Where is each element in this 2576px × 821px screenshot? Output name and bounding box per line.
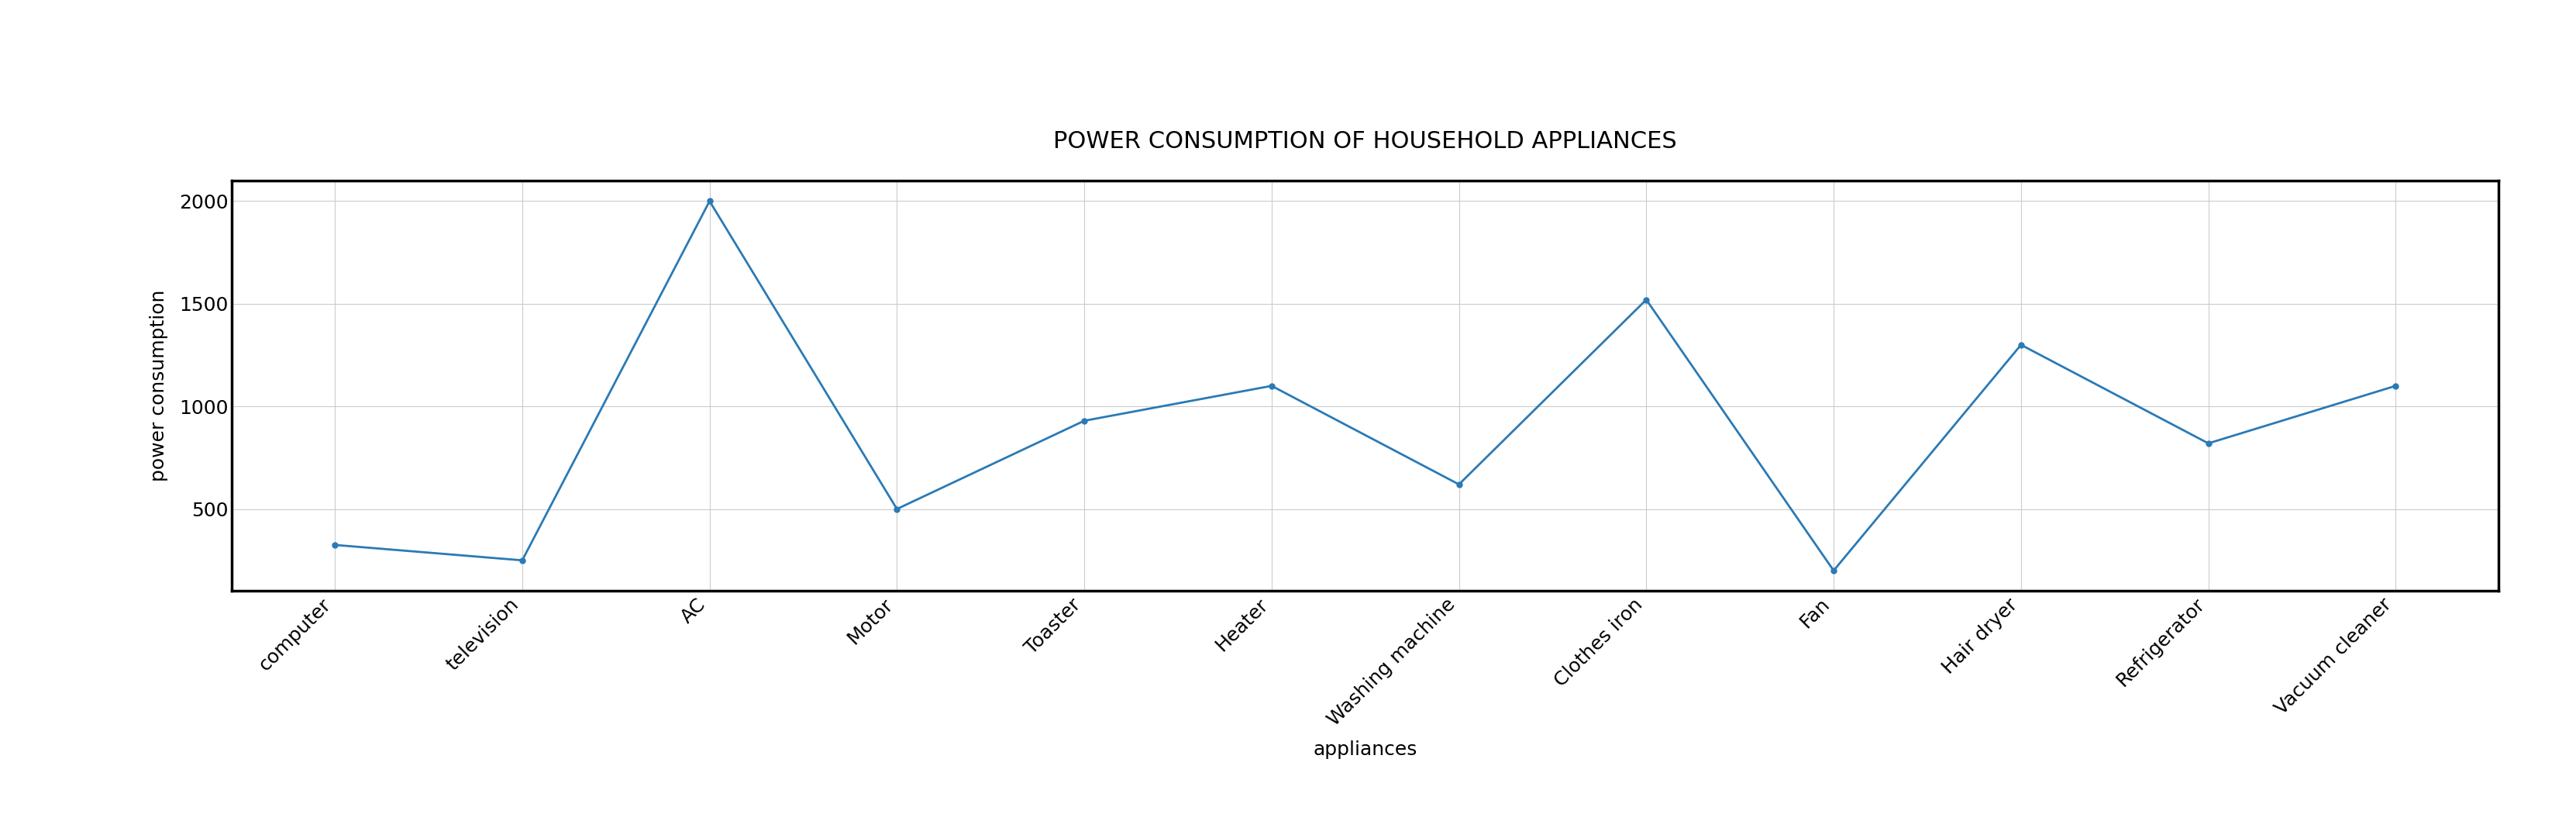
X-axis label: appliances: appliances — [1314, 741, 1417, 759]
Title: POWER CONSUMPTION OF HOUSEHOLD APPLIANCES: POWER CONSUMPTION OF HOUSEHOLD APPLIANCE… — [1054, 131, 1677, 153]
Y-axis label: power consumption: power consumption — [149, 290, 167, 482]
